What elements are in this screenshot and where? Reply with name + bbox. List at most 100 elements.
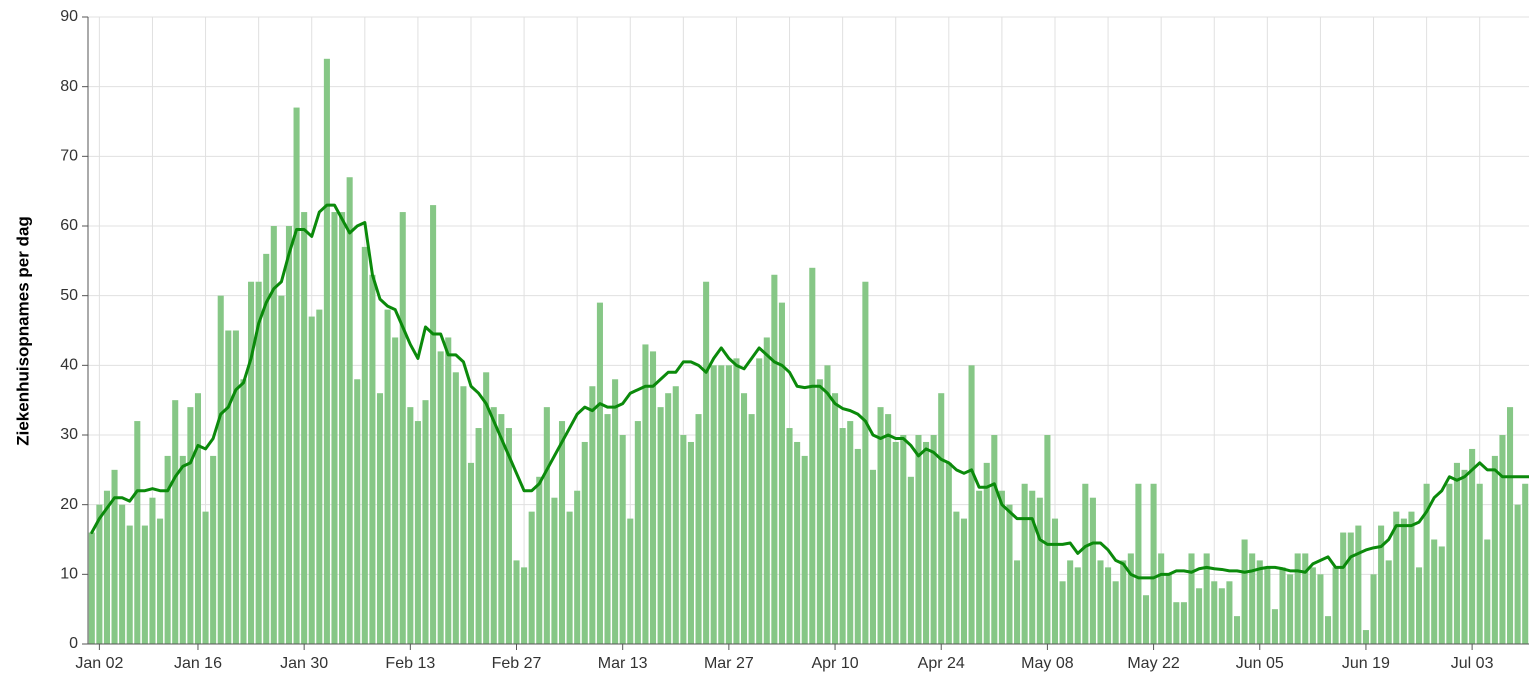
bar bbox=[687, 441, 694, 644]
bar bbox=[1127, 553, 1134, 644]
bar bbox=[832, 393, 839, 644]
bar bbox=[172, 400, 179, 644]
bar bbox=[202, 511, 209, 644]
bar bbox=[960, 518, 968, 644]
bar bbox=[1165, 574, 1172, 644]
bar bbox=[301, 212, 308, 645]
bar bbox=[339, 212, 346, 645]
bar bbox=[483, 372, 490, 644]
bar bbox=[1264, 567, 1271, 644]
bar bbox=[1287, 574, 1294, 644]
bar bbox=[1491, 455, 1498, 644]
bar bbox=[604, 414, 611, 644]
bar bbox=[308, 316, 315, 644]
bar bbox=[134, 421, 141, 644]
bar bbox=[923, 441, 930, 644]
x-tick-label: Jan 02 bbox=[75, 655, 123, 672]
x-tick-label: Mar 13 bbox=[598, 655, 648, 672]
x-tick-label: Jun 05 bbox=[1236, 655, 1284, 672]
bar bbox=[824, 365, 831, 644]
bar bbox=[210, 455, 217, 644]
bar bbox=[1302, 553, 1309, 644]
bar bbox=[1279, 567, 1286, 644]
bar bbox=[885, 414, 892, 644]
bar bbox=[1006, 504, 1013, 644]
bar bbox=[1082, 483, 1089, 644]
bar bbox=[1400, 518, 1407, 644]
bar bbox=[126, 525, 133, 644]
bar bbox=[1051, 518, 1059, 644]
bar bbox=[756, 358, 763, 644]
bar bbox=[1317, 574, 1324, 644]
x-tick-label: Jan 30 bbox=[280, 655, 328, 672]
bar bbox=[157, 518, 164, 644]
bar bbox=[763, 337, 770, 644]
bar bbox=[263, 253, 270, 644]
bar bbox=[983, 462, 990, 644]
bar bbox=[293, 107, 300, 645]
bar bbox=[399, 212, 406, 645]
bar bbox=[1158, 553, 1165, 644]
bar bbox=[1097, 560, 1104, 644]
bar bbox=[232, 330, 239, 644]
bar bbox=[1188, 553, 1195, 644]
bar bbox=[1173, 602, 1180, 644]
bar bbox=[1461, 469, 1468, 644]
bar bbox=[672, 386, 679, 644]
bar bbox=[437, 351, 444, 644]
y-tick-label: 80 bbox=[60, 78, 78, 95]
bar bbox=[467, 462, 475, 644]
bar bbox=[657, 407, 664, 644]
bar bbox=[748, 414, 755, 644]
bar bbox=[119, 504, 126, 644]
bar bbox=[376, 393, 384, 644]
bar bbox=[1074, 567, 1081, 644]
bar bbox=[801, 455, 808, 644]
bar bbox=[1507, 407, 1514, 644]
bar bbox=[1226, 581, 1233, 644]
x-tick-label: Mar 27 bbox=[704, 655, 754, 672]
bar bbox=[88, 532, 95, 644]
bar bbox=[809, 267, 816, 644]
bar bbox=[460, 386, 467, 644]
bar bbox=[839, 428, 846, 644]
bar bbox=[346, 177, 353, 644]
bar bbox=[665, 393, 672, 644]
y-tick-label: 50 bbox=[60, 287, 78, 304]
bar bbox=[1393, 511, 1400, 644]
bar bbox=[1135, 483, 1142, 644]
bar bbox=[1203, 553, 1210, 644]
y-tick-label: 70 bbox=[60, 148, 78, 165]
bar bbox=[521, 567, 528, 644]
bar bbox=[1271, 609, 1278, 644]
bar bbox=[627, 518, 634, 644]
bar bbox=[528, 511, 535, 644]
x-tick-label: Apr 10 bbox=[811, 655, 858, 672]
bar bbox=[1499, 435, 1506, 644]
bar bbox=[1294, 553, 1301, 644]
bar bbox=[1378, 525, 1385, 644]
bar bbox=[1385, 560, 1392, 644]
bar bbox=[1415, 567, 1423, 644]
bar bbox=[581, 441, 588, 644]
bar bbox=[725, 365, 732, 644]
bar bbox=[1522, 483, 1529, 644]
bar bbox=[1309, 567, 1316, 644]
bar bbox=[331, 212, 338, 645]
bar bbox=[953, 511, 960, 644]
bar bbox=[892, 441, 899, 644]
bar bbox=[596, 302, 603, 644]
bar bbox=[976, 490, 983, 644]
x-tick-label: Jan 16 bbox=[174, 655, 222, 672]
bar bbox=[642, 344, 649, 644]
bar bbox=[566, 511, 573, 644]
bar bbox=[194, 393, 202, 644]
bar bbox=[574, 490, 581, 644]
bar bbox=[225, 330, 232, 644]
bar bbox=[316, 309, 323, 644]
x-tick-label: May 22 bbox=[1127, 655, 1180, 672]
bar bbox=[1021, 483, 1028, 644]
bar bbox=[505, 428, 512, 644]
bar bbox=[991, 435, 998, 644]
